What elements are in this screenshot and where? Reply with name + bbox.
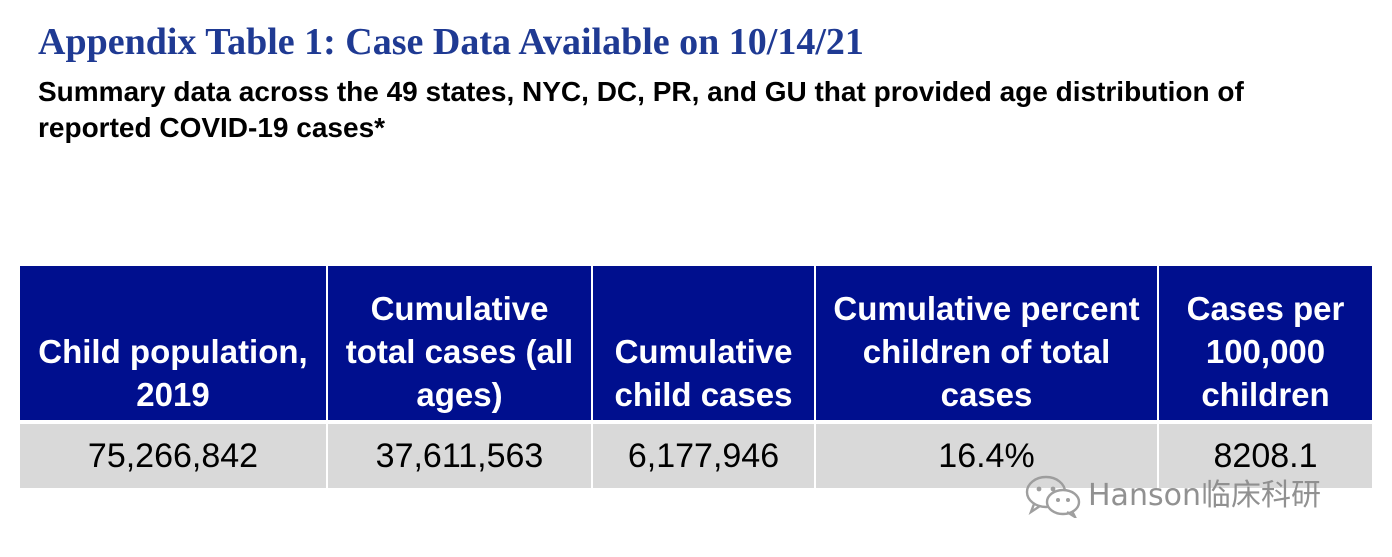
cell-child-population: 75,266,842: [20, 422, 328, 488]
column-header-cumulative-total-cases: Cumulative total cases (all ages): [326, 266, 593, 424]
table-header-row: Child population, 2019 Cumulative total …: [20, 266, 1372, 424]
cell-cumulative-child-cases: 6,177,946: [591, 422, 816, 488]
watermark-text: Hanson临床科研: [1088, 478, 1321, 513]
column-header-cumulative-percent-children: Cumulative percent children of total cas…: [814, 266, 1159, 424]
column-header-cases-per-100000: Cases per 100,000 children: [1157, 266, 1372, 424]
cell-cumulative-percent-children: 16.4%: [814, 422, 1159, 488]
page-title: Appendix Table 1: Case Data Available on…: [38, 21, 864, 63]
wechat-icon: [1024, 474, 1082, 521]
cell-cases-per-100000: 8208.1: [1157, 422, 1372, 488]
watermark: Hanson临床科研: [1024, 474, 1321, 521]
column-header-cumulative-child-cases: Cumulative child cases: [591, 266, 816, 424]
cell-cumulative-total-cases: 37,611,563: [326, 422, 593, 488]
column-header-child-population: Child population, 2019: [20, 266, 328, 424]
page-subtitle: Summary data across the 49 states, NYC, …: [38, 76, 1244, 143]
case-data-table: Child population, 2019 Cumulative total …: [20, 266, 1372, 488]
table-row: 75,266,842 37,611,563 6,177,946 16.4% 82…: [20, 422, 1372, 488]
